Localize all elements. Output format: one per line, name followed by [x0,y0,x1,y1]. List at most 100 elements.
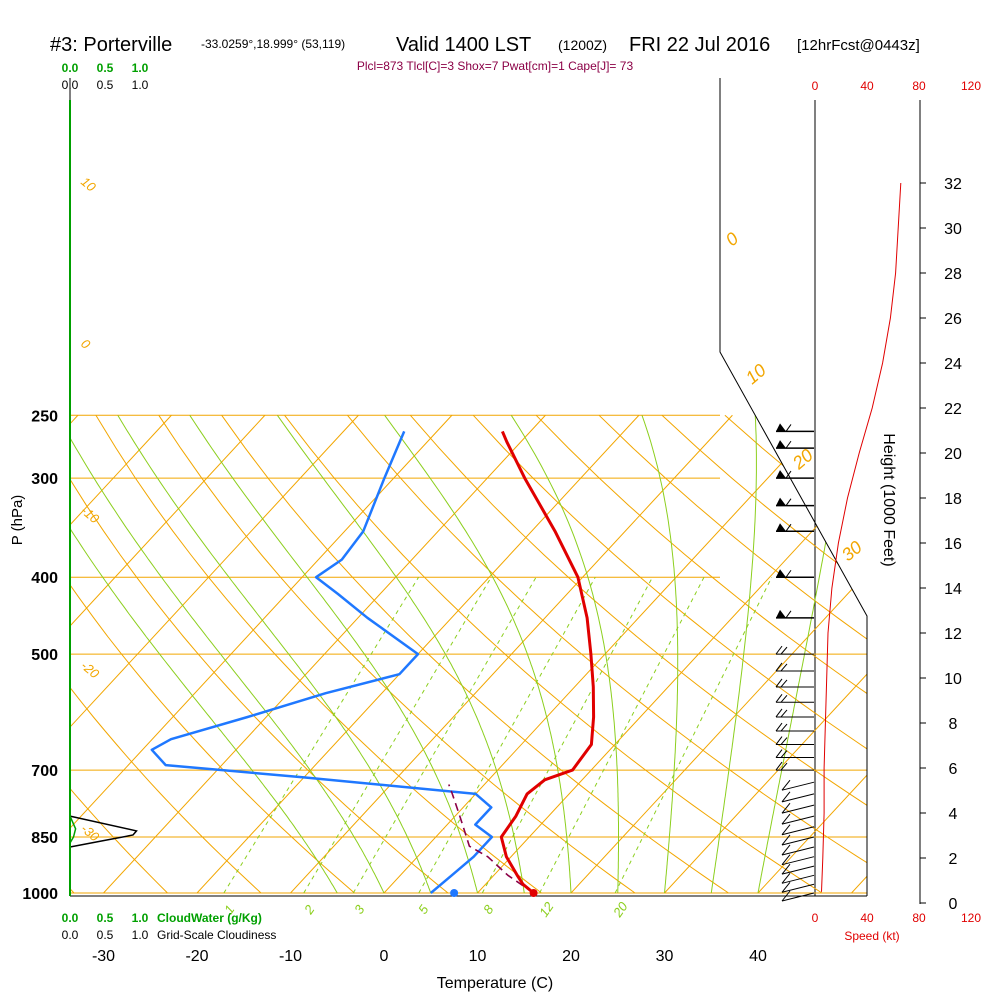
isotherm--70 [70,414,172,894]
height-tick-20: 20 [944,446,962,463]
height-tick-24: 24 [944,356,962,373]
mixing-ratio-line-1 [223,576,420,894]
wind-barb-700 [775,761,814,771]
header: #3: Porterville -33.0259°,18.999° (53,11… [50,34,920,73]
wind-barb-flag [781,834,791,846]
height-tick-16: 16 [944,536,962,553]
wind-barb-feather [775,736,783,745]
speed-tick-bottom-2: 80 [912,911,926,925]
height-tick-32: 32 [944,176,962,193]
wind-barb-feather [780,709,788,718]
moist-adiabat-25 [510,415,619,893]
temperature-tick-0: 0 [380,948,389,965]
cloudiness-tick-bottom-1: 0.5 [97,928,114,942]
cloudiness-tick-top-1: 0.5 [97,78,114,92]
wind-barb-pennant [776,423,786,432]
wind-barb-feather [775,722,783,732]
wind-barb-shaft [781,781,815,791]
wind-barb-pennant [776,609,786,618]
wind-barb-shaft [781,856,815,866]
wind-barb-flag [781,813,791,825]
height-tick-8: 8 [949,716,958,733]
wind-barb-flag [781,881,791,893]
wind-barb-pennant [776,523,786,532]
wind-barb-feather [785,424,792,432]
temperature-tick-30: 30 [656,948,674,965]
height-tick-4: 4 [949,806,958,823]
surface-dewpoint-dot [450,889,459,897]
isotherm--30 [103,414,546,894]
wind-barb-shaft [781,836,815,846]
pressure-tick-500: 500 [31,647,58,664]
dry-adiabat-340 [410,414,867,894]
wind-barb-feather [775,662,783,672]
wind-barb-flag [781,791,791,803]
pressure-tick-300: 300 [31,471,58,488]
mixing-ratio-line-8 [481,576,653,894]
wind-barb-feather [785,610,792,619]
cloudiness-tick-top-0: 0.0 [62,78,79,92]
station-coords: -33.0259°,18.999° (53,119) [201,37,345,51]
pressure-tick-850: 850 [31,830,58,847]
wind-barb-feather [780,663,788,672]
isotherm-30 [664,414,867,894]
speed-tick-bottom-0: 0 [812,911,819,925]
moist-adiabat-20 [384,415,572,894]
wind-barb-525 [775,662,814,672]
wind-barb-feather [780,762,788,771]
wind-barb-262 [776,423,814,433]
speed-label: Speed (kt) [844,929,899,943]
wind-barb-850 [781,834,815,846]
clipped-grid [70,414,867,894]
dry-adiabat-270 [70,415,355,894]
wind-barb-feather [780,737,788,745]
height-axis-title: Height (1000 Feet) [880,433,897,566]
moist-adiabat-0 [70,415,385,894]
dry-adiabat-330 [347,414,867,894]
wind-barb-shaft [781,865,815,875]
speed-tick-top-2: 80 [912,79,926,93]
isotherm-40 [757,414,867,894]
mixing-ratio-line-12 [539,577,705,894]
dry-adiabat-310 [221,415,729,894]
moist-adiabat-35 [710,415,757,894]
wind-barb-shaft [781,846,815,856]
cloudwater-tick-bottom-0: 0.0 [62,911,79,925]
wind-barb-shaft [781,883,815,893]
wind-barb-shaft [781,793,815,803]
cloudwater-tick-top-2: 1.0 [132,61,149,75]
valid-date: FRI 22 Jul 2016 [629,34,770,56]
cloudiness-label: Grid-Scale Cloudiness [157,928,276,942]
speed-tick-bottom-3: 120 [961,911,981,925]
wind-barb-shaft [781,804,815,814]
wind-barb-feather [785,523,792,532]
pressure-tick-250: 250 [31,408,58,425]
wind-barb-pennant [776,440,786,449]
wind-barb-feather [785,569,792,578]
mixing-ratio-line-3 [352,576,537,894]
dry-adiabat-350 [472,414,867,894]
speed-tick-top-3: 120 [961,79,981,93]
wind-barb-feather [775,678,783,688]
temperature-tick-40: 40 [749,948,767,965]
temperature-profile [499,430,596,895]
wind-barb-1000 [781,890,815,902]
wind-barb-625 [775,722,814,732]
height-tick-30: 30 [944,221,962,238]
wind-barb-300 [776,470,814,479]
cloudiness-profile [69,815,138,848]
dry-adiabat-370 [598,414,867,894]
dewpoint-profile [150,430,494,894]
dry-adiabat-360 [535,414,867,894]
parcel-profile [448,784,535,894]
height-tick-6: 6 [949,761,958,778]
temperature-tick-10: 10 [469,948,487,965]
cloud-scale: 0.0 0.5 1.0 0.0 0.5 1.0 0.0 0.5 1.0 Clou… [62,61,277,942]
wind-barb-feather [780,694,788,703]
wind-barb-500 [775,645,814,655]
wind-barb-775 [781,802,815,814]
wind-barb-shaft [781,815,815,825]
wind-barb-900 [781,854,815,866]
temperature-tick-20: 20 [562,948,580,965]
